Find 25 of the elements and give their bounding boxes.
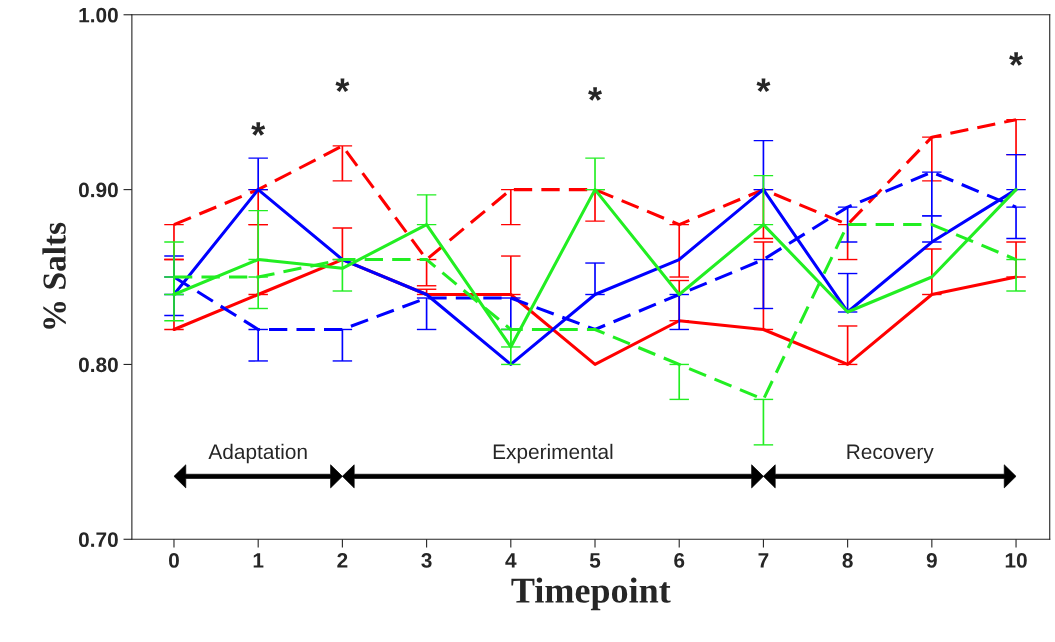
- x-tick-label: 4: [505, 553, 517, 568]
- x-tick-label: 0: [169, 553, 179, 568]
- annotation: *: [588, 87, 602, 101]
- y-tick-label: 0.80: [78, 357, 118, 373]
- annotation: Recovery: [847, 444, 934, 464]
- x-tick-label: 2: [337, 553, 348, 568]
- x-tick-label: 1: [253, 553, 264, 568]
- annotation: *: [756, 78, 771, 93]
- x-tick-label: 5: [589, 553, 601, 568]
- x-axis-title: Timepoint: [511, 577, 671, 611]
- y-axis-title: % Salts: [42, 222, 66, 329]
- x-tick-label: 9: [926, 553, 937, 568]
- annotation: *: [251, 122, 266, 136]
- x-tick-label: 3: [421, 553, 432, 568]
- x-tick-label: 7: [758, 553, 769, 568]
- x-tick-label: 8: [842, 553, 853, 568]
- y-tick-label: 1.00: [79, 7, 118, 23]
- y-tick-label: 0.90: [78, 182, 118, 198]
- annotation: *: [1009, 52, 1024, 66]
- x-tick-label: 10: [1005, 553, 1027, 568]
- x-tick-label: 6: [674, 553, 685, 568]
- y-tick-label: 0.70: [78, 532, 118, 548]
- annotation: Experimental: [493, 443, 613, 464]
- annotation: *: [335, 78, 350, 93]
- annotation: Adaptation: [208, 443, 307, 464]
